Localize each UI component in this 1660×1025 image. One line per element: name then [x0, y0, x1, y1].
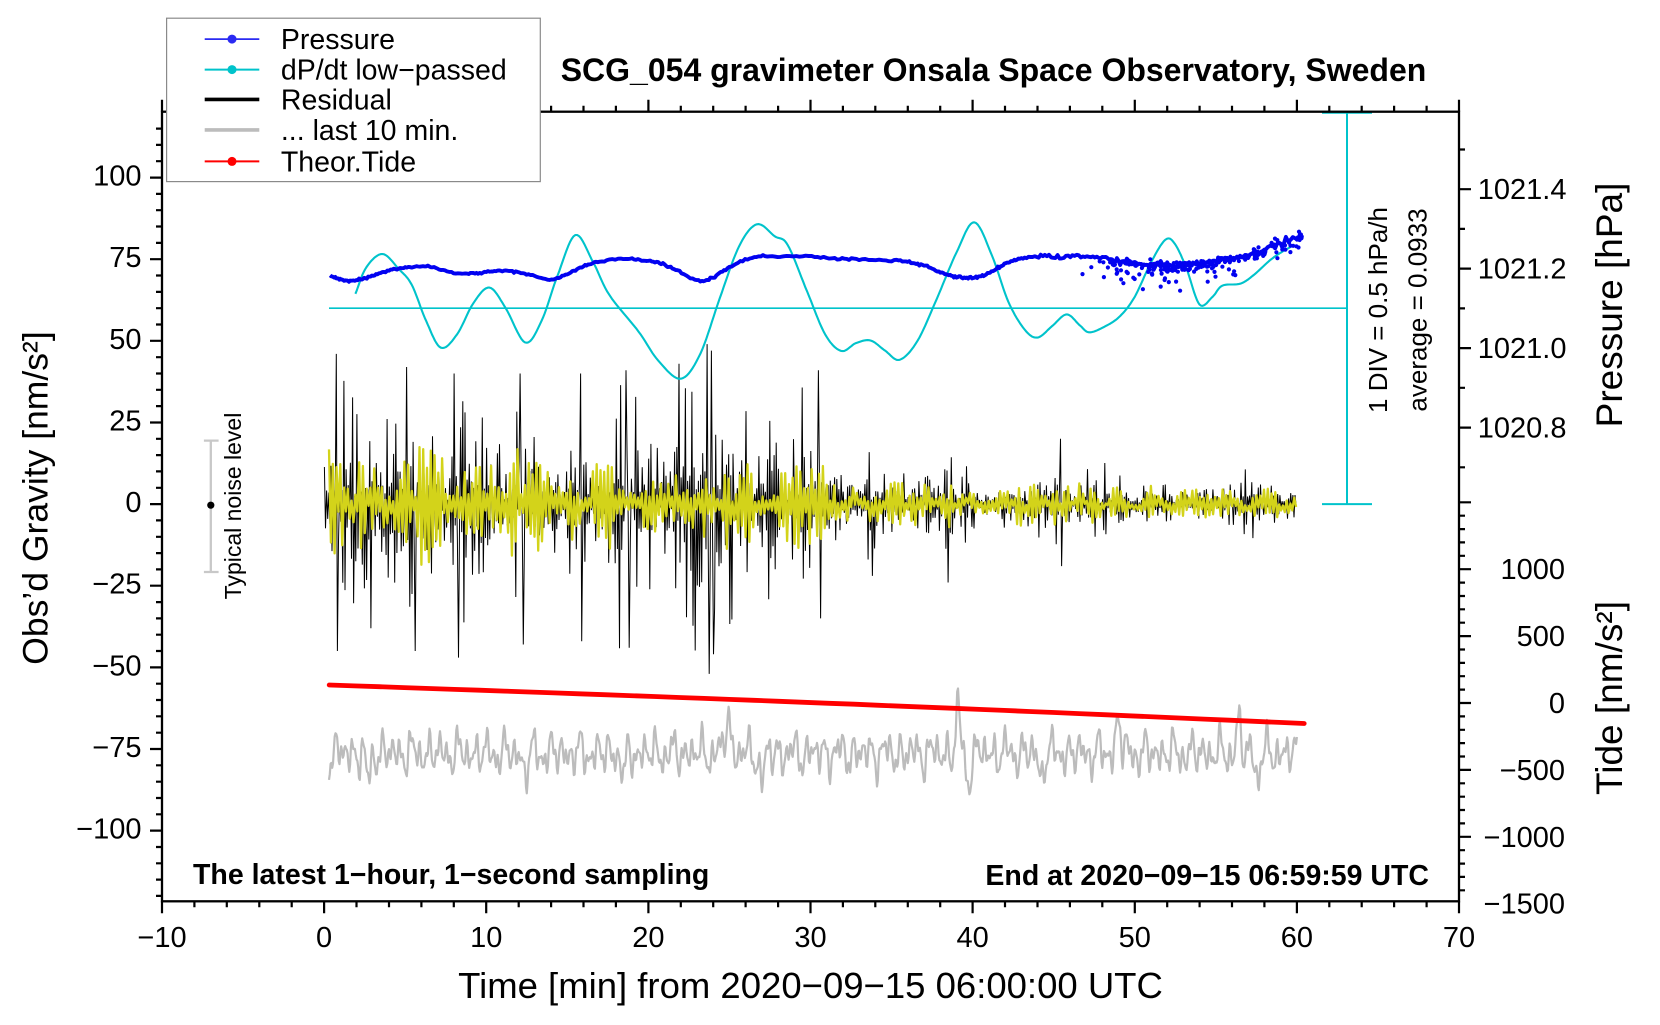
svg-text:1 DIV = 0.5 hPa/h: 1 DIV = 0.5 hPa/h — [1363, 207, 1393, 413]
svg-text:30: 30 — [794, 922, 826, 954]
svg-text:0: 0 — [125, 487, 141, 519]
svg-text:1021.2: 1021.2 — [1478, 254, 1567, 286]
svg-text:−75: −75 — [92, 732, 141, 764]
svg-text:70: 70 — [1443, 922, 1475, 954]
svg-text:Pressure [hPa]: Pressure [hPa] — [1589, 183, 1630, 428]
svg-text:60: 60 — [1281, 922, 1313, 954]
svg-text:0: 0 — [316, 922, 332, 954]
svg-text:0: 0 — [1549, 688, 1565, 720]
svg-text:Typical noise level: Typical noise level — [220, 413, 246, 600]
svg-text:75: 75 — [109, 242, 141, 274]
svg-text:25: 25 — [109, 406, 141, 438]
svg-text:40: 40 — [956, 922, 988, 954]
svg-text:−25: −25 — [92, 569, 141, 601]
svg-text:... last 10 min.: ... last 10 min. — [281, 115, 458, 147]
svg-text:Theor.Tide: Theor.Tide — [281, 146, 416, 178]
svg-text:−1500: −1500 — [1484, 889, 1565, 921]
svg-text:1000: 1000 — [1500, 554, 1565, 586]
svg-text:1021.4: 1021.4 — [1478, 174, 1567, 206]
svg-text:−100: −100 — [76, 814, 141, 846]
svg-text:SCG_054 gravimeter Onsala Spac: SCG_054 gravimeter Onsala Space Observat… — [561, 52, 1427, 88]
svg-text:dP/dt low−passed: dP/dt low−passed — [281, 55, 507, 87]
svg-text:500: 500 — [1517, 621, 1565, 653]
svg-text:End at 2020−09−15 06:59:59 UTC: End at 2020−09−15 06:59:59 UTC — [985, 860, 1429, 892]
svg-text:50: 50 — [109, 324, 141, 356]
svg-text:10: 10 — [470, 922, 502, 954]
svg-text:50: 50 — [1119, 922, 1151, 954]
svg-text:100: 100 — [93, 161, 141, 193]
svg-text:Residual: Residual — [281, 84, 392, 116]
svg-text:Time [min] from 2020−09−15 06:: Time [min] from 2020−09−15 06:00:00 UTC — [458, 965, 1163, 1006]
svg-text:1020.8: 1020.8 — [1478, 413, 1567, 445]
svg-text:−50: −50 — [92, 650, 141, 682]
svg-text:−1000: −1000 — [1484, 822, 1565, 854]
svg-text:Obs’d Gravity [nm/s²]: Obs’d Gravity [nm/s²] — [16, 331, 56, 664]
svg-text:Tide [nm/s²]: Tide [nm/s²] — [1589, 601, 1630, 795]
svg-text:The latest 1−hour, 1−second sa: The latest 1−hour, 1−second sampling — [193, 859, 709, 891]
svg-text:−10: −10 — [137, 922, 186, 954]
svg-text:Pressure: Pressure — [281, 24, 395, 56]
svg-text:average = 0.0933: average = 0.0933 — [1403, 208, 1433, 411]
svg-text:20: 20 — [632, 922, 664, 954]
svg-text:−500: −500 — [1500, 755, 1565, 787]
svg-text:1021.0: 1021.0 — [1478, 333, 1567, 365]
